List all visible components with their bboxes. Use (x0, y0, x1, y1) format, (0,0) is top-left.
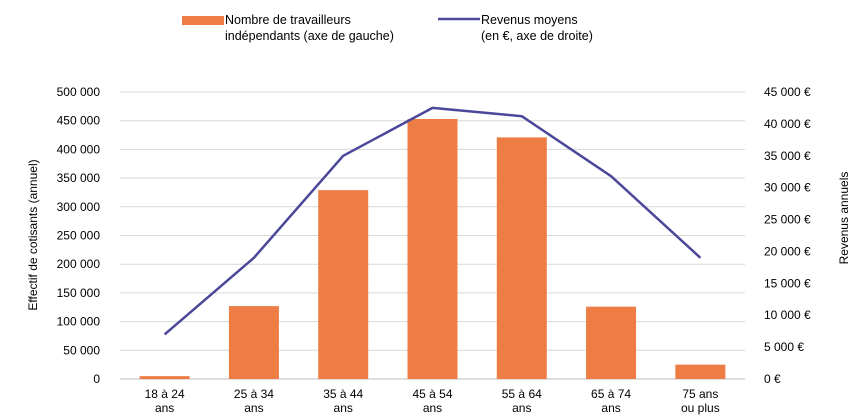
x-tick-label: ans (155, 401, 174, 415)
right-tick-label: 5 000 € (764, 340, 804, 354)
line-series (163, 106, 702, 336)
left-tick-label: 450 000 (57, 114, 101, 128)
legend-label-line-line2: (en €, axe de droite) (481, 29, 593, 43)
bar (586, 306, 637, 379)
x-tick-label: 75 ans (682, 387, 718, 401)
left-tick-label: 100 000 (57, 315, 101, 329)
right-axis-ticks: 0 € 5 000 € 10 000 € 15 000 € 20 000 € 25 000… (764, 85, 811, 386)
x-tick-label: ans (423, 401, 442, 415)
left-tick-label: 150 000 (57, 286, 101, 300)
x-tick-label: ans (244, 401, 263, 415)
right-tick-label: 15 000 € (764, 276, 811, 290)
left-tick-label: 250 000 (57, 229, 101, 243)
x-tick-label: 18 à 24 (145, 387, 185, 401)
left-tick-label: 350 000 (57, 171, 101, 185)
bar (139, 376, 190, 379)
x-tick-label: 45 à 54 (412, 387, 452, 401)
right-tick-label: 20 000 € (764, 244, 811, 258)
x-tick-label: 35 à 44 (323, 387, 363, 401)
revenue-line (163, 106, 702, 336)
x-tick-label: ou plus (681, 401, 720, 415)
y-axis-title-right: Revenus annuels (837, 172, 850, 265)
x-tick-label: 55 à 64 (502, 387, 542, 401)
left-tick-label: 500 000 (57, 85, 101, 99)
left-tick-label: 200 000 (57, 257, 101, 271)
right-tick-label: 35 000 € (764, 149, 811, 163)
right-tick-label: 25 000 € (764, 213, 811, 227)
x-tick-label: 25 à 34 (234, 387, 274, 401)
left-tick-label: 50 000 (63, 343, 100, 357)
right-tick-label: 30 000 € (764, 181, 811, 195)
bar-series (139, 118, 726, 379)
x-tick-label: ans (601, 401, 620, 415)
legend-label-bars-line1: Nombre de travailleurs (225, 13, 351, 27)
bar (228, 306, 279, 379)
legend-label-bars-line2: indépendants (axe de gauche) (225, 29, 394, 43)
right-tick-label: 40 000 € (764, 117, 811, 131)
right-tick-label: 10 000 € (764, 308, 811, 322)
bar (496, 137, 547, 379)
legend-swatch-bars (182, 16, 224, 25)
bar (318, 190, 369, 379)
bar (407, 118, 458, 379)
right-tick-label: 0 € (764, 372, 781, 386)
right-tick-label: 45 000 € (764, 85, 811, 99)
left-tick-label: 400 000 (57, 142, 101, 156)
y-axis-title-left: Effectif de cotisants (annuel) (26, 159, 40, 310)
left-tick-label: 300 000 (57, 200, 101, 214)
bar (675, 364, 726, 379)
x-tick-label: 65 à 74 (591, 387, 631, 401)
left-axis-ticks: 0 50 000 100 000 150 000 200 000 250 000 300 0… (57, 85, 101, 386)
legend-label-line-line1: Revenus moyens (481, 13, 578, 27)
x-tick-label: ans (334, 401, 353, 415)
left-tick-label: 0 (93, 372, 100, 386)
x-tick-label: ans (512, 401, 531, 415)
legend: Nombre de travailleurs indépendants (axe… (182, 13, 593, 43)
